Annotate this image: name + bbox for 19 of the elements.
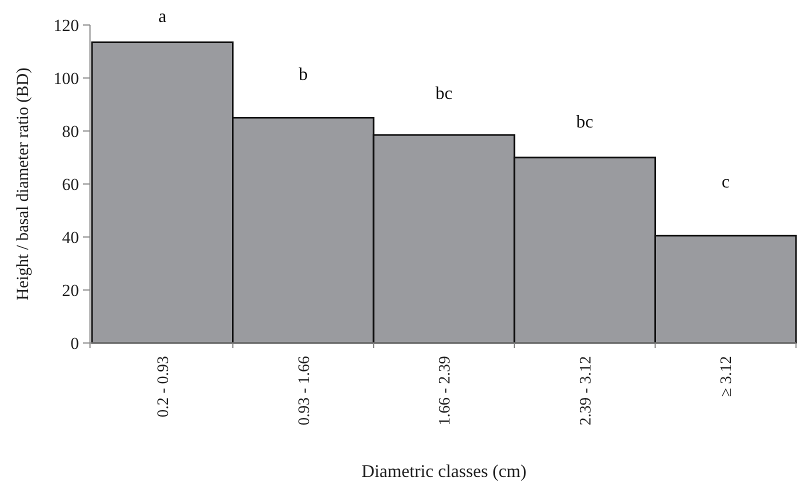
x-axis-title: Diametric classes (cm) [362,461,526,481]
y-tick-label: 20 [62,280,79,300]
annotation: a [158,6,166,26]
x-tick-label: 1.66 - 2.39 [436,356,454,426]
y-tick-label: 40 [62,228,79,247]
y-tick-label: 0 [70,334,79,353]
y-tick-label: 80 [62,122,79,141]
annotation: bc [576,112,594,132]
x-tick-label: 0.2 - 0.93 [155,356,172,418]
y-tick-label: 120 [54,16,79,35]
x-tick-label: 2.39 - 3.12 [577,356,594,426]
annotation: c [722,172,730,192]
annotation: b [298,64,308,84]
x-tick-label: 0.93 - 1.66 [296,356,313,426]
y-tick-label: 100 [54,68,79,88]
y-axis-title: Height / basal diameter ratio (BD) [12,68,32,300]
y-tick-label: 60 [62,174,79,194]
annotation: bc [436,82,452,103]
x-tick-label: ≥ 3.12 [718,356,736,397]
